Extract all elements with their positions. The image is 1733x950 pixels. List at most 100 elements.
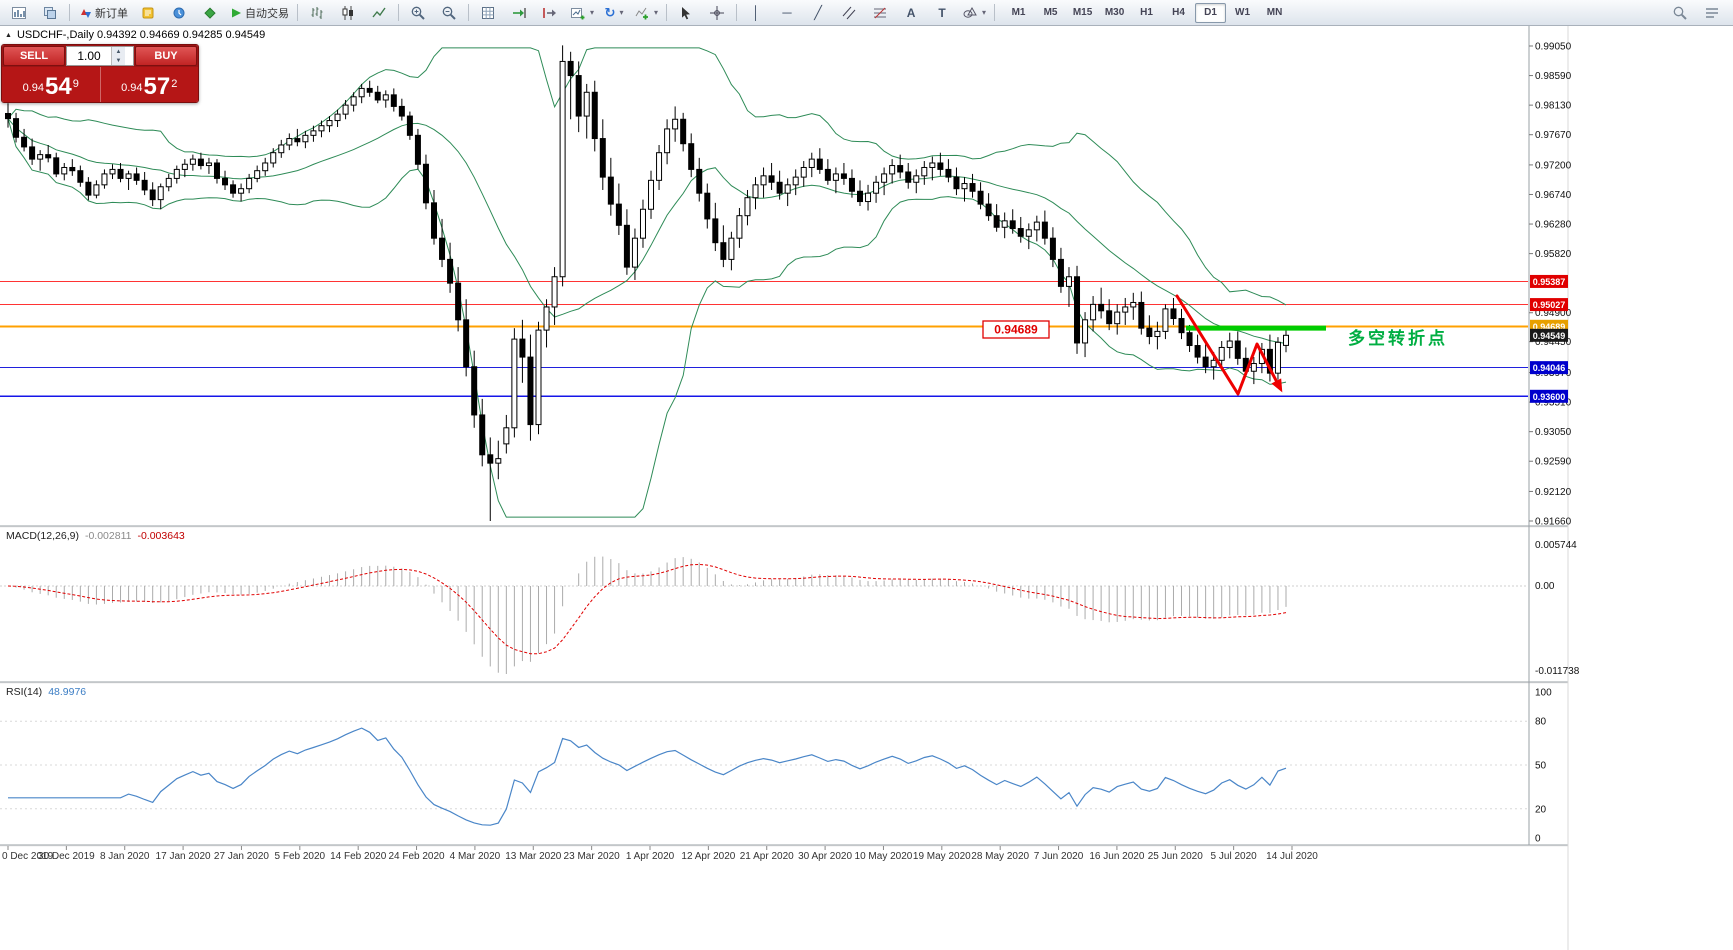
sell-price-prefix: 0.94	[22, 82, 45, 95]
timeframe-m15[interactable]: M15	[1072, 7, 1093, 18]
bar-chart-button[interactable]	[302, 2, 332, 24]
svg-text:7 Jun 2020: 7 Jun 2020	[1034, 851, 1084, 862]
timeframe-m5[interactable]: M5	[1043, 7, 1058, 18]
profiles-icon	[44, 6, 56, 19]
buy-price-sup: 2	[171, 78, 178, 90]
sell-price-sup: 9	[72, 78, 79, 90]
volume-spinner: ▲ ▼	[111, 47, 125, 65]
svg-text:28 May 2020: 28 May 2020	[971, 851, 1029, 862]
channel-button[interactable]	[834, 2, 864, 24]
candlestick-chart-button[interactable]	[333, 2, 363, 24]
svg-text:0.005744: 0.005744	[1535, 540, 1577, 551]
horizontal-line-icon: ─	[782, 5, 792, 20]
fibonacci-button[interactable]	[865, 2, 895, 24]
indicators-button[interactable]: ▾	[630, 2, 662, 24]
svg-text:0: 0	[1535, 834, 1541, 845]
metaeditor-button[interactable]	[195, 2, 225, 24]
search-button[interactable]	[1665, 2, 1695, 24]
search-icon	[1673, 6, 1687, 20]
autotrading-play-icon	[232, 8, 241, 17]
sell-button[interactable]: SELL	[3, 46, 65, 66]
horizontal-line-button[interactable]: ─	[772, 2, 802, 24]
svg-text:-0.011738: -0.011738	[1535, 666, 1580, 677]
timeframe-d1[interactable]: D1	[1195, 2, 1227, 23]
toolbar-separator	[297, 4, 298, 21]
templates-button[interactable]	[133, 2, 163, 24]
trendline-button[interactable]: ╱	[803, 2, 833, 24]
text-label-button[interactable]: T	[927, 2, 957, 24]
rsi-value: 48.9976	[48, 686, 87, 698]
toolbar-separator	[69, 4, 70, 21]
toolbar-separator	[666, 4, 668, 21]
svg-text:24 Feb 2020: 24 Feb 2020	[388, 851, 445, 862]
svg-text:19 May 2020: 19 May 2020	[913, 851, 971, 862]
buy-button[interactable]: BUY	[135, 46, 197, 66]
rsi-header: RSI(14) 48.9976	[6, 686, 86, 698]
cursor-button[interactable]	[671, 2, 701, 24]
svg-text:25 Jun 2020: 25 Jun 2020	[1148, 851, 1203, 862]
shapes-icon	[963, 6, 977, 18]
timeframe-h4[interactable]: H4	[1172, 7, 1185, 18]
volume-down-button[interactable]: ▼	[112, 56, 125, 65]
periods-button[interactable]: ↻ ▾	[599, 2, 629, 24]
vertical-line-icon: │	[751, 5, 761, 20]
svg-text:16 Jun 2020: 16 Jun 2020	[1089, 851, 1144, 862]
market-watch-button[interactable]	[164, 2, 194, 24]
buy-price[interactable]: 0.94 57 2	[101, 75, 199, 102]
toolbar-right-group	[1665, 2, 1727, 24]
shapes-button[interactable]: ▾	[958, 2, 990, 24]
vertical-line-button[interactable]: │	[741, 2, 771, 24]
new-order-button[interactable]: 新订单	[74, 2, 132, 24]
crosshair-button[interactable]	[702, 2, 732, 24]
new-chart-button[interactable]: ▾	[566, 2, 598, 24]
collapse-triangle-icon[interactable]: ▲	[5, 31, 12, 39]
timeframe-group: M1 M5 M15 M30 H1 H4 D1 W1 MN	[1003, 2, 1290, 23]
svg-text:21 Apr 2020: 21 Apr 2020	[740, 851, 794, 862]
volume-up-button[interactable]: ▲	[112, 47, 125, 56]
svg-text:50: 50	[1535, 761, 1547, 772]
dropdown-arrow-icon: ▾	[619, 8, 624, 17]
dropdown-arrow-icon: ▾	[982, 8, 987, 17]
candlestick-chart-icon	[342, 5, 353, 20]
grid-button[interactable]	[473, 2, 503, 24]
timeframe-w1[interactable]: W1	[1235, 7, 1251, 18]
indicators-icon	[635, 7, 649, 19]
profiles-button[interactable]	[35, 2, 65, 24]
bar-chart-icon	[311, 6, 323, 19]
zoom-in-button[interactable]	[403, 2, 433, 24]
toolbar-separator	[468, 4, 469, 21]
timeframe-h1[interactable]: H1	[1140, 7, 1153, 18]
svg-text:12 Apr 2020: 12 Apr 2020	[681, 851, 735, 862]
svg-text:0.94689: 0.94689	[994, 323, 1038, 337]
zoom-out-button[interactable]	[434, 2, 464, 24]
new-order-label: 新订单	[95, 7, 128, 20]
svg-text:0.94689: 0.94689	[1533, 322, 1566, 332]
timeframe-m1[interactable]: M1	[1011, 7, 1026, 18]
dropdown-arrow-icon: ▾	[590, 8, 595, 17]
text-button[interactable]: A	[896, 2, 926, 24]
one-click-prices-row: 0.94 54 9 0.94 57 2	[2, 67, 198, 102]
sell-price[interactable]: 0.94 54 9	[2, 75, 100, 102]
line-chart-icon	[372, 7, 386, 17]
chart-shift-button[interactable]	[535, 2, 565, 24]
fibonacci-icon	[874, 7, 887, 18]
toolbar-separator	[736, 4, 738, 21]
line-chart-button[interactable]	[364, 2, 394, 24]
auto-scroll-button[interactable]	[504, 2, 534, 24]
new-chart-window-button[interactable]	[4, 2, 34, 24]
zoom-out-icon	[442, 6, 456, 20]
autotrading-button[interactable]: 自动交易	[226, 2, 293, 24]
timeframe-mn[interactable]: MN	[1266, 7, 1283, 18]
svg-text:0.93600: 0.93600	[1533, 392, 1566, 402]
svg-text:0.92120: 0.92120	[1535, 487, 1572, 498]
panels-button[interactable]	[1697, 2, 1727, 24]
svg-text:0.96740: 0.96740	[1535, 190, 1572, 201]
svg-text:0 Dec 2019: 0 Dec 2019	[2, 851, 54, 862]
svg-text:13 Mar 2020: 13 Mar 2020	[505, 851, 562, 862]
grid-icon	[482, 6, 494, 19]
timeframe-m30[interactable]: M30	[1104, 7, 1125, 18]
svg-text:30 Dec 2019: 30 Dec 2019	[38, 851, 95, 862]
volume-input[interactable]	[67, 47, 111, 65]
